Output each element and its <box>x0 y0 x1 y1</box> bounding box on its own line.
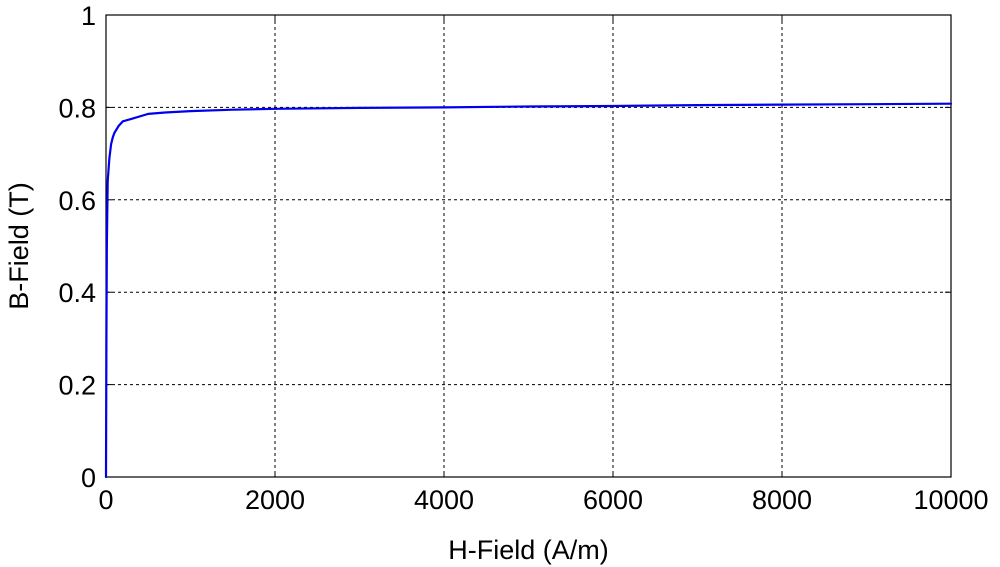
y-tick-label: 0.4 <box>58 278 96 308</box>
y-tick-label: 1 <box>81 1 96 31</box>
x-tick-label: 0 <box>98 485 113 515</box>
x-tick-label: 10000 <box>913 485 988 515</box>
x-tick-label: 8000 <box>752 485 812 515</box>
y-tick-label: 0.2 <box>58 371 96 401</box>
y-tick-label: 0.6 <box>58 186 96 216</box>
series-line <box>104 102 953 479</box>
x-tick-label: 4000 <box>414 485 474 515</box>
x-tick-labels: 0 2000 4000 6000 8000 10000 <box>98 485 988 515</box>
plot-frame <box>105 14 952 478</box>
x-tick-label: 2000 <box>245 485 305 515</box>
y-tick-label: 0.8 <box>58 93 96 123</box>
y-axis-title: B-Field (T) <box>4 182 34 310</box>
y-tick-label: 0 <box>81 463 96 493</box>
series-layer <box>104 102 953 479</box>
x-axis-title: H-Field (A/m) <box>448 535 609 565</box>
x-tick-label: 6000 <box>583 485 643 515</box>
y-tick-labels: 0 0.2 0.4 0.6 0.8 1 <box>58 1 96 493</box>
